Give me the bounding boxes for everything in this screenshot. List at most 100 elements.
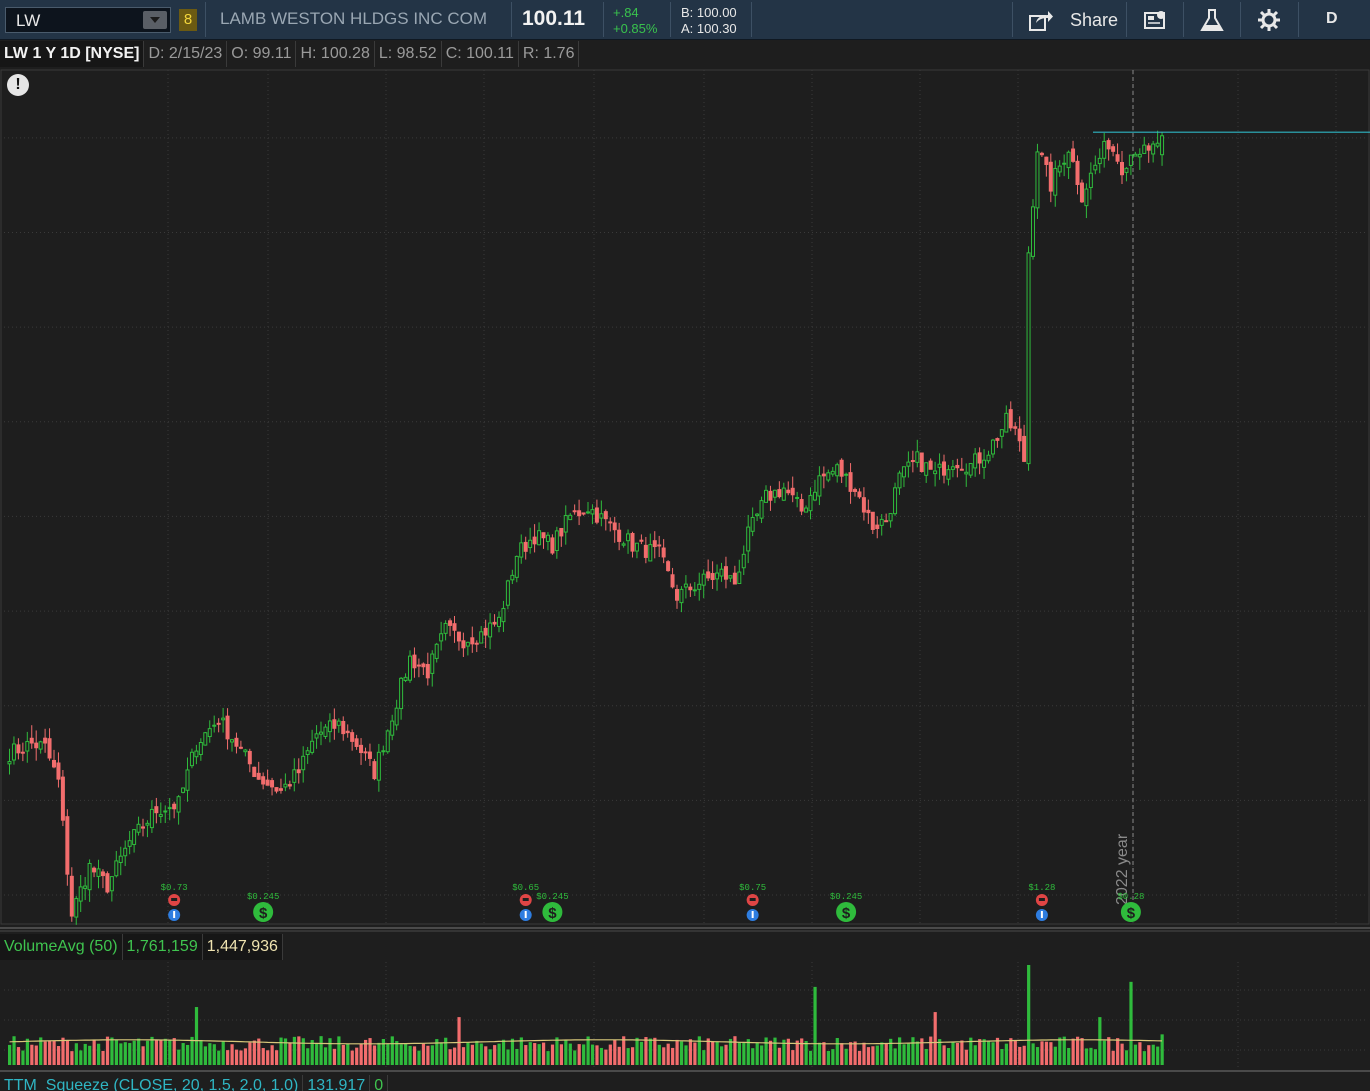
candle: [701, 569, 706, 599]
candle: [559, 527, 564, 547]
candle-body: [100, 871, 105, 877]
candle-body: [399, 677, 404, 710]
volume-bar: [1129, 981, 1133, 1065]
volume-bar: [920, 1038, 924, 1065]
volume-bar: [595, 1045, 599, 1065]
volume-bar: [1116, 1038, 1120, 1065]
candle-body: [274, 787, 279, 792]
candle: [292, 758, 297, 792]
candle: [786, 481, 791, 496]
volume-bar: [835, 1038, 839, 1065]
candle: [314, 725, 319, 749]
volume-bar: [248, 1042, 252, 1065]
volume-study-name[interactable]: VolumeAvg (50): [0, 934, 123, 960]
candle: [189, 748, 194, 769]
candle-body: [310, 740, 315, 753]
chart-mode-button[interactable]: D: [1326, 10, 1338, 27]
symbol-input[interactable]: LW: [5, 7, 171, 33]
volume-bar: [515, 1048, 519, 1065]
candle: [532, 524, 537, 553]
volume-bar: [1062, 1036, 1066, 1065]
candle-body: [474, 642, 479, 645]
candle-body: [65, 816, 70, 875]
volume-bar: [764, 1037, 768, 1065]
candle: [795, 491, 800, 508]
gear-icon[interactable]: [1256, 7, 1282, 33]
candle-body: [252, 766, 257, 778]
candle-body: [7, 761, 12, 765]
volume-bar: [412, 1046, 417, 1065]
volume-bar: [199, 1039, 203, 1065]
candle-body: [888, 513, 893, 522]
candle: [679, 586, 684, 613]
volume-bar: [1107, 1037, 1111, 1065]
volume-bar: [564, 1040, 568, 1065]
candle: [933, 461, 938, 487]
volume-bar: [831, 1049, 835, 1065]
link-group-badge[interactable]: 8: [179, 9, 197, 31]
ttm-study-name[interactable]: TTM_Squeeze (CLOSE, 20, 1.5, 2.0, 1.0): [0, 1075, 304, 1091]
flask-icon[interactable]: [1199, 7, 1225, 33]
candle: [603, 509, 608, 531]
candle-body: [1124, 167, 1129, 173]
candle-body: [136, 823, 141, 833]
candle: [1111, 143, 1116, 157]
candle-body: [11, 743, 16, 761]
candle-body: [648, 544, 653, 562]
volume-bar: [145, 1040, 150, 1065]
volume-bar: [826, 1050, 830, 1065]
candle-body: [194, 750, 199, 758]
candle-body: [1146, 145, 1151, 151]
info-low: L: 98.52: [375, 41, 442, 67]
volume-value: 1,761,159: [122, 934, 203, 960]
volume-bar: [768, 1040, 773, 1065]
candle: [327, 713, 332, 743]
volume-bar: [1009, 1038, 1013, 1065]
volume-bar: [399, 1044, 403, 1065]
candle: [270, 777, 275, 796]
volume-bar: [751, 1048, 755, 1065]
volume-bar: [537, 1044, 541, 1065]
earnings-marker: $0.73: [161, 883, 188, 921]
alert-icon[interactable]: !: [7, 74, 29, 96]
volume-bar: [955, 1043, 960, 1065]
candle-body: [764, 489, 768, 503]
chart-title[interactable]: LW 1 Y 1D [NYSE]: [0, 41, 145, 67]
candle: [56, 752, 61, 788]
toolbar-divider: [1012, 2, 1013, 37]
volume-bar: [137, 1038, 141, 1065]
candle-body: [238, 746, 243, 749]
share-button[interactable]: Share: [1015, 0, 1125, 39]
volume-bar: [1071, 1038, 1075, 1065]
candle-body: [314, 733, 319, 739]
candle: [505, 579, 510, 610]
candle: [946, 464, 951, 486]
candle: [1079, 179, 1084, 203]
dividend-icon-glyph: $: [1127, 905, 1136, 922]
volume-bar: [898, 1037, 902, 1065]
candle: [399, 677, 404, 720]
candle: [692, 582, 697, 597]
volume-bar: [933, 1012, 937, 1065]
candle: [599, 500, 604, 527]
candle-body: [265, 779, 270, 786]
volume-bar: [613, 1039, 617, 1065]
candle: [1160, 132, 1165, 166]
earnings-label: $0.65: [512, 883, 539, 893]
news-icon[interactable]: [1142, 7, 1168, 33]
dividend-icon: [836, 902, 857, 922]
candle: [1017, 416, 1022, 452]
candle-body: [990, 439, 995, 455]
candle-body: [448, 620, 453, 626]
candle: [955, 458, 960, 478]
candle: [893, 482, 898, 516]
candle: [167, 797, 172, 821]
dividend-icon: [253, 902, 274, 922]
symbol-dropdown-button[interactable]: [143, 11, 167, 29]
volume-bar: [577, 1044, 581, 1065]
candle-body: [968, 463, 973, 476]
candle-body: [385, 730, 390, 753]
candle: [715, 564, 720, 591]
candle: [768, 485, 773, 511]
